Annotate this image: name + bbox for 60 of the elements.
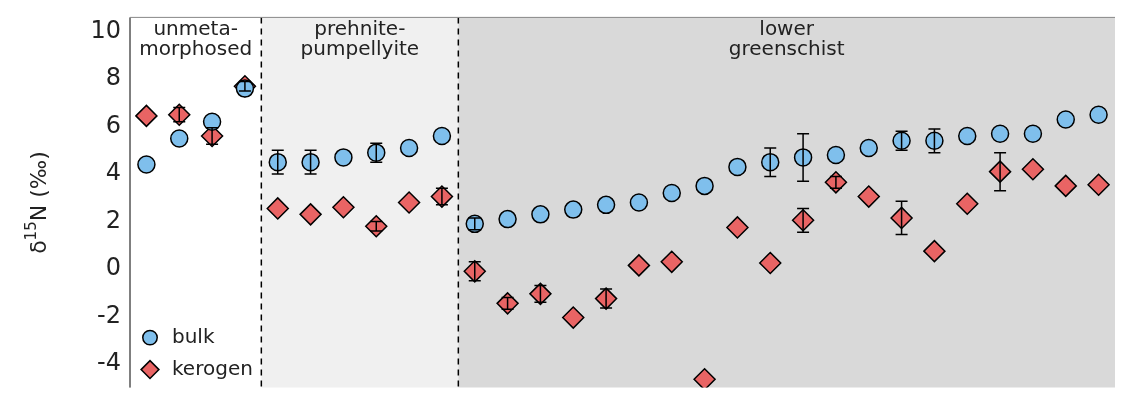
point bbox=[629, 193, 649, 212]
point bbox=[1054, 174, 1077, 198]
point bbox=[1089, 105, 1108, 124]
point bbox=[594, 287, 618, 310]
point bbox=[627, 254, 651, 277]
point bbox=[761, 152, 780, 172]
point bbox=[332, 196, 355, 219]
point bbox=[1023, 124, 1043, 143]
y-tick-label: 2 bbox=[105, 205, 121, 234]
point bbox=[857, 185, 880, 208]
point bbox=[266, 197, 289, 220]
point bbox=[564, 200, 583, 219]
y-tick-label: -4 bbox=[97, 348, 121, 377]
point bbox=[662, 183, 681, 203]
y-tick-label: 8 bbox=[105, 63, 121, 92]
point bbox=[1056, 110, 1075, 129]
point bbox=[399, 138, 419, 158]
point bbox=[826, 145, 846, 165]
point bbox=[137, 155, 156, 174]
point bbox=[824, 171, 848, 194]
point bbox=[660, 250, 683, 274]
point bbox=[531, 205, 550, 224]
y-tick-label: 4 bbox=[105, 158, 121, 187]
point bbox=[693, 368, 716, 388]
point bbox=[334, 148, 353, 167]
point bbox=[956, 192, 979, 215]
annotation: lower greenschist bbox=[728, 15, 845, 60]
point bbox=[562, 306, 585, 329]
point bbox=[498, 209, 517, 229]
legend-label: kerogen bbox=[172, 355, 253, 380]
point bbox=[432, 126, 452, 146]
point bbox=[397, 191, 421, 214]
y-tick-label: 0 bbox=[105, 253, 121, 282]
y-tick-label: 10 bbox=[90, 15, 121, 44]
point bbox=[168, 103, 191, 126]
point bbox=[365, 214, 388, 238]
point bbox=[990, 124, 1010, 143]
point bbox=[958, 126, 977, 146]
y-axis-title: δ15N (‰) bbox=[21, 151, 51, 254]
point bbox=[463, 260, 486, 283]
point bbox=[596, 195, 616, 215]
point bbox=[170, 129, 189, 148]
annotation: unmeta- morphosed bbox=[139, 15, 253, 60]
annotation: prehnite- pumpellyite bbox=[300, 15, 420, 60]
y-tick-label: -2 bbox=[97, 300, 121, 329]
legend-label: bulk bbox=[172, 323, 215, 348]
point bbox=[695, 176, 714, 196]
point bbox=[1021, 158, 1045, 181]
point bbox=[890, 206, 913, 230]
point bbox=[859, 138, 878, 158]
point bbox=[299, 203, 322, 226]
point bbox=[923, 239, 946, 263]
point bbox=[1087, 173, 1110, 196]
y-tick-label: 6 bbox=[105, 110, 121, 139]
point bbox=[726, 216, 749, 239]
point bbox=[728, 157, 747, 177]
point bbox=[135, 104, 158, 128]
point bbox=[759, 251, 782, 275]
point bbox=[430, 185, 454, 208]
point bbox=[202, 112, 222, 132]
